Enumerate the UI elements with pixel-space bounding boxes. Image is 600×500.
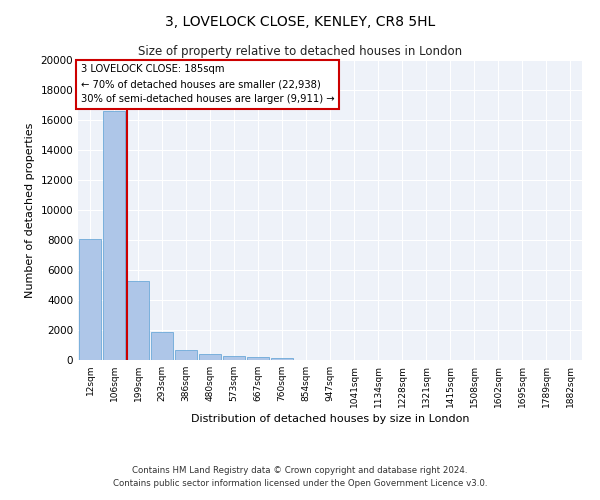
Bar [127,280,149,360]
Bar [151,332,173,360]
Bar [271,358,293,360]
Text: Size of property relative to detached houses in London: Size of property relative to detached ho… [138,45,462,58]
X-axis label: Distribution of detached houses by size in London: Distribution of detached houses by size … [191,414,469,424]
Text: 3 LOVELOCK CLOSE: 185sqm
← 70% of detached houses are smaller (22,938)
30% of se: 3 LOVELOCK CLOSE: 185sqm ← 70% of detach… [80,64,334,104]
Text: Contains HM Land Registry data © Crown copyright and database right 2024.
Contai: Contains HM Land Registry data © Crown c… [113,466,487,487]
Bar [223,356,245,360]
Bar [79,238,101,360]
Y-axis label: Number of detached properties: Number of detached properties [25,122,35,298]
Text: 3, LOVELOCK CLOSE, KENLEY, CR8 5HL: 3, LOVELOCK CLOSE, KENLEY, CR8 5HL [165,15,435,29]
Bar [247,357,269,360]
Bar [199,354,221,360]
Bar [103,111,125,360]
Bar [175,350,197,360]
